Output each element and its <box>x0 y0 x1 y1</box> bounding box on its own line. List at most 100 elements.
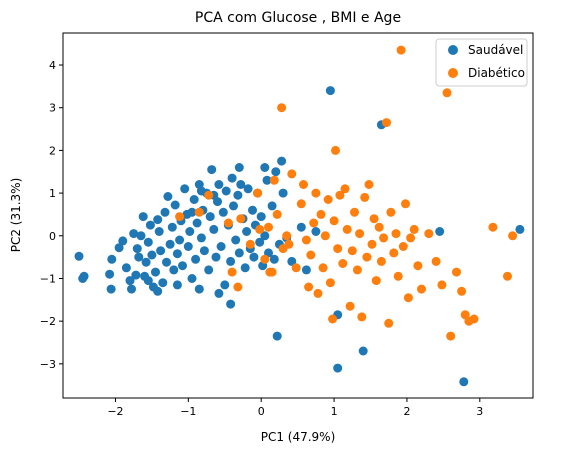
point-series0-10 <box>127 284 136 294</box>
point-series1-82 <box>304 282 314 292</box>
point-series1-34 <box>333 244 343 254</box>
point-series1-11 <box>264 222 273 232</box>
point-series1-39 <box>345 301 355 311</box>
point-series0-69 <box>236 180 246 189</box>
scatter-points <box>74 45 525 387</box>
point-series0-17 <box>141 257 151 267</box>
y-axis-label: PC2 (31.3%) <box>9 178 23 253</box>
point-series1-21 <box>299 180 308 189</box>
point-series0-113 <box>277 156 287 166</box>
point-series0-51 <box>204 265 214 275</box>
legend-box <box>435 38 528 87</box>
point-series0-25 <box>156 246 166 256</box>
point-series1-79 <box>503 271 512 281</box>
point-series0-33 <box>170 200 180 210</box>
point-series0-3 <box>107 254 117 264</box>
point-series1-77 <box>469 314 479 324</box>
point-series0-73 <box>243 184 253 194</box>
point-series0-82 <box>260 231 270 241</box>
point-series0-35 <box>175 235 185 245</box>
x-tick-label-0: −2 <box>107 405 123 418</box>
point-series1-4 <box>227 267 237 277</box>
point-series0-40 <box>183 242 193 251</box>
point-series0-83 <box>262 175 272 185</box>
point-series1-63 <box>403 293 413 303</box>
point-series1-40 <box>347 246 357 256</box>
point-series1-71 <box>442 88 452 98</box>
y-tick-label-5: 2 <box>49 144 56 157</box>
point-series1-26 <box>313 288 323 298</box>
point-series1-44 <box>357 312 367 322</box>
point-series1-9 <box>255 224 265 234</box>
point-series0-59 <box>218 207 228 217</box>
point-series0-38 <box>180 184 190 194</box>
point-series1-65 <box>409 224 419 234</box>
point-series0-93 <box>172 280 182 290</box>
point-series1-50 <box>371 276 381 286</box>
point-series1-72 <box>446 331 456 341</box>
point-series1-52 <box>376 256 386 266</box>
point-series1-19 <box>291 263 301 273</box>
point-series1-43 <box>355 229 365 239</box>
point-series0-26 <box>158 278 168 288</box>
point-series1-20 <box>296 199 306 209</box>
point-series0-54 <box>209 224 219 234</box>
point-series0-52 <box>205 212 215 222</box>
point-series1-45 <box>360 192 370 202</box>
point-series1-35 <box>335 190 345 200</box>
point-series1-5 <box>233 282 243 292</box>
point-series1-81 <box>328 314 338 324</box>
point-series0-68 <box>234 248 244 258</box>
point-series0-75 <box>248 205 257 215</box>
point-series0-5 <box>106 284 116 294</box>
point-series0-24 <box>154 227 164 236</box>
point-series0-55 <box>211 252 221 262</box>
point-series1-15 <box>277 103 287 113</box>
point-series0-13 <box>134 252 144 262</box>
point-series0-98 <box>287 256 297 266</box>
point-series1-58 <box>391 229 401 239</box>
chart-title: PCA com Glucose , BMI e Age <box>195 10 401 26</box>
point-series1-47 <box>364 180 374 189</box>
point-series0-108 <box>435 227 445 236</box>
point-series0-63 <box>226 256 236 266</box>
point-series0-49 <box>199 246 209 256</box>
point-series0-37 <box>178 261 187 271</box>
point-series0-61 <box>221 186 231 196</box>
point-series1-37 <box>340 184 350 194</box>
x-tick-label-1: −1 <box>180 405 196 418</box>
point-series0-91 <box>214 288 224 298</box>
legend-label-saudavel: Saudável <box>468 43 523 57</box>
point-series0-29 <box>163 192 173 201</box>
point-series1-17 <box>282 231 292 241</box>
point-series0-23 <box>153 215 163 225</box>
point-series1-33 <box>331 145 340 155</box>
point-series0-32 <box>169 265 179 275</box>
legend-marker-saudavel <box>448 45 458 55</box>
point-series0-45 <box>192 218 202 228</box>
point-series1-73 <box>452 267 461 277</box>
point-series0-22 <box>151 267 160 277</box>
point-series0-44 <box>191 254 201 264</box>
point-series0-34 <box>172 249 182 259</box>
point-series0-86 <box>269 254 279 264</box>
point-series1-38 <box>342 224 352 234</box>
point-series1-13 <box>269 175 279 185</box>
y-tick-label-3: 0 <box>49 230 56 243</box>
x-tick-label-2: 0 <box>258 405 265 418</box>
point-series1-48 <box>367 239 377 249</box>
point-series0-112 <box>260 163 270 172</box>
point-series0-27 <box>160 207 170 217</box>
y-tick-label-1: −2 <box>40 315 56 328</box>
point-series1-54 <box>382 118 391 128</box>
point-series1-49 <box>369 214 379 224</box>
point-series1-66 <box>413 261 423 271</box>
point-series0-87 <box>271 167 281 177</box>
point-series1-53 <box>379 233 389 243</box>
point-series1-10 <box>260 254 270 264</box>
point-series1-61 <box>398 242 408 251</box>
point-series1-51 <box>374 222 384 232</box>
point-series1-59 <box>393 271 403 281</box>
x-tick-label-4: 2 <box>403 405 410 418</box>
